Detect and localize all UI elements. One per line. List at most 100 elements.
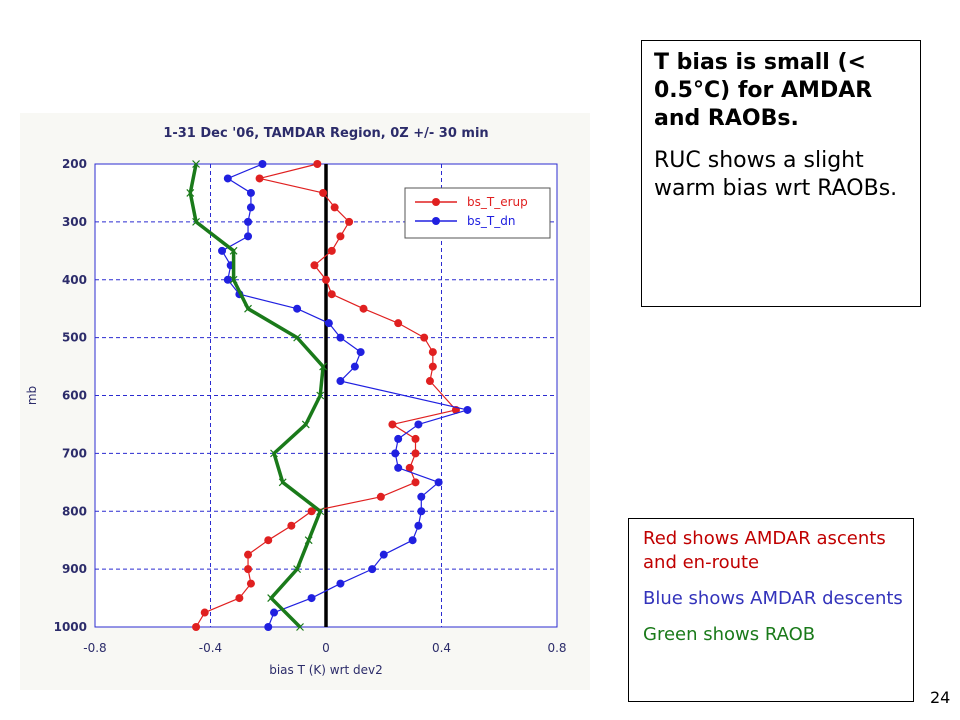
data-point xyxy=(244,550,253,559)
data-point xyxy=(394,463,403,472)
data-point xyxy=(405,463,414,472)
y-tick-label: 300 xyxy=(62,215,87,229)
bias-profile-chart: 1-31 Dec '06, TAMDAR Region, 0Z +/- 30 m… xyxy=(25,126,567,677)
summary-plain-text: RUC shows a slight warm bias wrt RAOBs. xyxy=(654,148,898,201)
data-point xyxy=(330,203,339,212)
data-point xyxy=(293,565,302,574)
data-point xyxy=(414,420,423,429)
data-point xyxy=(425,377,434,386)
data-point xyxy=(417,507,426,516)
data-point xyxy=(336,333,345,342)
legend-frame xyxy=(404,187,551,239)
data-point xyxy=(319,188,328,197)
data-point xyxy=(417,492,426,501)
data-point xyxy=(411,434,420,443)
series-line xyxy=(221,163,469,628)
data-point xyxy=(200,608,209,617)
data-point xyxy=(246,579,255,588)
data-point xyxy=(186,189,195,197)
data-point xyxy=(264,536,273,545)
x-tick-label: 0.4 xyxy=(432,641,451,655)
data-point xyxy=(428,362,437,371)
data-point xyxy=(316,507,325,516)
legend-marker xyxy=(432,217,440,225)
data-point xyxy=(293,333,302,342)
summary-note: T bias is small (< 0.5°C) for AMDAR and … xyxy=(641,40,921,307)
data-point xyxy=(463,405,472,414)
x-axis-label: bias T (K) wrt dev2 xyxy=(269,663,383,677)
data-point xyxy=(420,333,429,342)
data-point xyxy=(322,275,330,284)
data-point xyxy=(229,275,238,284)
series-RAOB xyxy=(186,160,328,631)
data-point xyxy=(368,565,377,574)
y-tick-label: 200 xyxy=(62,157,87,171)
data-point xyxy=(313,160,322,168)
data-point xyxy=(388,420,397,429)
data-point xyxy=(293,304,302,313)
chart-title: 1-31 Dec '06, TAMDAR Region, 0Z +/- 30 m… xyxy=(163,126,488,141)
legend-label: bs_T_dn xyxy=(467,214,515,228)
data-point xyxy=(411,449,420,458)
y-tick-label: 1000 xyxy=(54,620,87,634)
y-tick-label: 600 xyxy=(62,389,87,403)
data-point xyxy=(379,550,388,559)
data-point xyxy=(192,623,201,631)
legend-item: bs_T_erup xyxy=(415,195,528,209)
y-tick-label: 500 xyxy=(62,331,87,345)
y-tick-label: 800 xyxy=(62,504,87,518)
data-point xyxy=(287,521,296,530)
data-point xyxy=(304,536,313,545)
data-point xyxy=(307,594,316,603)
data-point xyxy=(264,623,273,631)
data-point xyxy=(316,391,325,400)
y-tick-label: 900 xyxy=(62,562,87,576)
data-point xyxy=(235,594,244,603)
data-point xyxy=(345,217,354,226)
series-bs_T_dn xyxy=(218,160,472,631)
data-point xyxy=(391,449,400,458)
data-point xyxy=(223,174,232,183)
data-point xyxy=(336,579,345,588)
color-key-green: Green shows RAOB xyxy=(643,624,816,645)
data-point xyxy=(244,217,253,226)
y-tick-label: 700 xyxy=(62,446,87,460)
x-tick-label: 0 xyxy=(322,641,330,655)
data-point xyxy=(307,507,316,516)
data-point xyxy=(270,608,279,617)
chart-panel: 1-31 Dec '06, TAMDAR Region, 0Z +/- 30 m… xyxy=(20,113,590,690)
data-point xyxy=(356,348,365,357)
data-point xyxy=(244,565,253,574)
x-tick-label: -0.8 xyxy=(83,641,106,655)
data-point xyxy=(246,188,255,197)
x-tick-label: 0.8 xyxy=(547,641,566,655)
data-point xyxy=(296,623,304,631)
data-point xyxy=(428,348,437,357)
data-point xyxy=(267,594,276,602)
data-point xyxy=(192,160,200,168)
data-point xyxy=(218,246,227,255)
data-point xyxy=(408,536,417,545)
chart-legend: bs_T_erup bs_T_dn xyxy=(404,187,551,239)
data-point xyxy=(270,449,278,458)
data-point xyxy=(336,232,345,241)
data-point xyxy=(327,290,336,299)
data-point xyxy=(244,232,253,241)
data-point xyxy=(376,492,385,501)
data-point xyxy=(246,203,255,212)
y-axis-label: mb xyxy=(25,386,39,405)
color-key-red: Red shows AMDAR ascents and en-route xyxy=(643,528,886,573)
legend-item: bs_T_dn xyxy=(415,214,515,228)
data-point xyxy=(394,434,403,443)
data-point xyxy=(324,319,333,328)
data-point xyxy=(258,160,267,168)
legend-marker xyxy=(432,198,440,206)
series-bs_T_erup xyxy=(192,160,460,631)
data-point xyxy=(336,377,345,386)
data-point xyxy=(359,304,368,313)
summary-bold-text: T bias is small (< 0.5°C) for AMDAR and … xyxy=(654,50,873,131)
color-key-box: Red shows AMDAR ascents and en-route Blu… xyxy=(628,518,914,702)
data-point xyxy=(192,217,200,226)
data-point xyxy=(350,362,359,371)
data-point xyxy=(319,362,328,371)
